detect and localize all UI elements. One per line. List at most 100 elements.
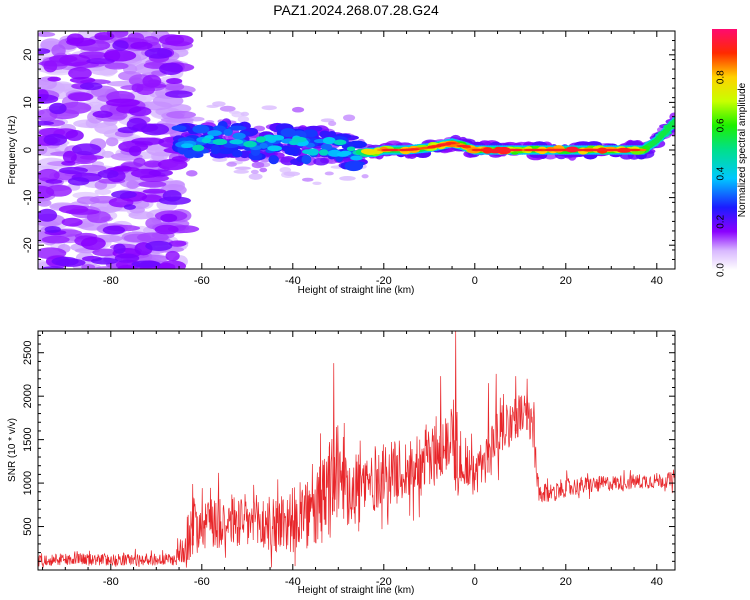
- heatmap-cell: [67, 92, 94, 102]
- heatmap-cell: [210, 144, 221, 155]
- spectrogram-ytick-label: -10: [22, 190, 34, 206]
- heatmap-cell: [237, 116, 250, 123]
- heatmap-cell: [212, 157, 228, 162]
- heatmap-cell: [158, 196, 191, 205]
- heatmap-cell: [360, 148, 374, 155]
- heatmap-cell: [114, 253, 140, 263]
- heatmap-cell: [154, 224, 179, 235]
- heatmap-cell: [144, 47, 173, 59]
- colorbar-tick-label: 0.4: [716, 166, 727, 180]
- heatmap-cell: [133, 157, 146, 167]
- heatmap-cell: [142, 74, 162, 88]
- heatmap-cell: [336, 152, 350, 157]
- heatmap-cell: [248, 173, 263, 180]
- heatmap-cell: [61, 217, 83, 227]
- heatmap-cell: [186, 170, 198, 177]
- heatmap-cell: [350, 155, 363, 161]
- heatmap-cell: [319, 130, 330, 139]
- heatmap-cell: [131, 83, 144, 93]
- heatmap-cell: [136, 232, 169, 243]
- heatmap-cell: [38, 143, 48, 155]
- heatmap-cell: [671, 118, 675, 125]
- heatmap-cell: [145, 240, 173, 252]
- colorbar-tick-label: 0.8: [716, 70, 727, 84]
- heatmap-cell: [192, 124, 210, 134]
- heatmap-cell: [104, 62, 129, 70]
- heatmap-cell: [228, 125, 247, 131]
- heatmap-cell: [47, 76, 61, 82]
- heatmap-cell: [233, 169, 249, 174]
- heatmap-cell: [148, 169, 173, 177]
- heatmap-cell: [544, 148, 554, 152]
- snr-xtick-label: -80: [103, 576, 119, 588]
- spectrogram-heatmap: [38, 31, 675, 269]
- heatmap-cell: [80, 236, 106, 250]
- heatmap-cell: [251, 161, 265, 169]
- heatmap-cell: [240, 111, 250, 117]
- heatmap-cell: [171, 155, 188, 162]
- heatmap-cell: [140, 123, 170, 136]
- heatmap-cell: [261, 105, 277, 111]
- heatmap-cell: [41, 266, 66, 269]
- heatmap-cell: [259, 142, 268, 149]
- snr-xtick-label: 0: [472, 576, 478, 588]
- heatmap-cell: [38, 48, 51, 55]
- spectrogram-axes: -80 -60 -40 -20 0 20 40 -20 -10 0 10 20: [22, 30, 675, 287]
- heatmap-cell: [38, 165, 58, 171]
- snr-ylabel: SNR (10 * v/v): [7, 418, 18, 482]
- heatmap-cell: [327, 130, 337, 137]
- heatmap-cell: [279, 167, 292, 173]
- heatmap-cell: [79, 155, 104, 160]
- heatmap-cell: [553, 148, 565, 152]
- heatmap-cell: [165, 90, 193, 98]
- heatmap-cell: [111, 190, 137, 199]
- heatmap-cell: [565, 146, 579, 153]
- heatmap-cell: [59, 54, 91, 67]
- heatmap-cell: [65, 129, 84, 142]
- heatmap-cell: [67, 177, 90, 186]
- heatmap-cell: [62, 150, 77, 164]
- heatmap-cell: [101, 150, 114, 158]
- heatmap-cell: [456, 144, 471, 148]
- heatmap-cell: [312, 181, 322, 185]
- heatmap-cell: [61, 160, 76, 166]
- snr-ytick-label: 2000: [22, 384, 34, 408]
- heatmap-cell: [243, 140, 257, 148]
- heatmap-cell: [66, 37, 96, 47]
- heatmap-cell: [328, 120, 337, 127]
- heatmap-cell: [471, 148, 481, 152]
- heatmap-cell: [318, 149, 329, 156]
- spectrogram-xtick-label: 20: [560, 275, 572, 287]
- spectrogram-xlabel: Height of straight line (km): [298, 285, 415, 296]
- heatmap-cell: [38, 168, 60, 182]
- heatmap-cell: [268, 154, 279, 165]
- spectrogram-xtick-label: 40: [651, 275, 663, 287]
- heatmap-cell: [68, 67, 92, 80]
- heatmap-cell: [630, 148, 641, 152]
- spectrogram-ylabel: Frequency (Hz): [7, 116, 18, 185]
- heatmap-cell: [165, 250, 180, 262]
- heatmap-cell: [123, 204, 136, 210]
- heatmap-cell: [228, 110, 241, 114]
- snr-axes: -80 -60 -40 -20 0 20 40 500 1000 1500 2000 2500: [22, 331, 675, 588]
- snr-xtick-label: -60: [194, 576, 210, 588]
- heatmap-cell: [38, 185, 55, 199]
- heatmap-cell: [38, 208, 58, 222]
- heatmap-cell: [339, 175, 356, 181]
- heatmap-cell: [212, 101, 226, 107]
- heatmap-cell: [58, 205, 89, 214]
- spectrogram-ytick-label: -20: [22, 237, 34, 253]
- snr-xtick-label: -20: [376, 576, 392, 588]
- heatmap-cell: [157, 263, 176, 269]
- heatmap-cell: [259, 167, 268, 173]
- heatmap-cell: [229, 139, 244, 145]
- heatmap-cell: [333, 139, 347, 146]
- heatmap-cell: [284, 146, 300, 156]
- heatmap-cell: [212, 138, 228, 146]
- heatmap-cell: [51, 256, 79, 267]
- heatmap-cell: [164, 34, 194, 47]
- heatmap-cell: [143, 160, 162, 168]
- heatmap-cell: [255, 136, 266, 143]
- heatmap-cell: [267, 145, 282, 152]
- colorbar-tick-label: 0.0: [716, 263, 727, 277]
